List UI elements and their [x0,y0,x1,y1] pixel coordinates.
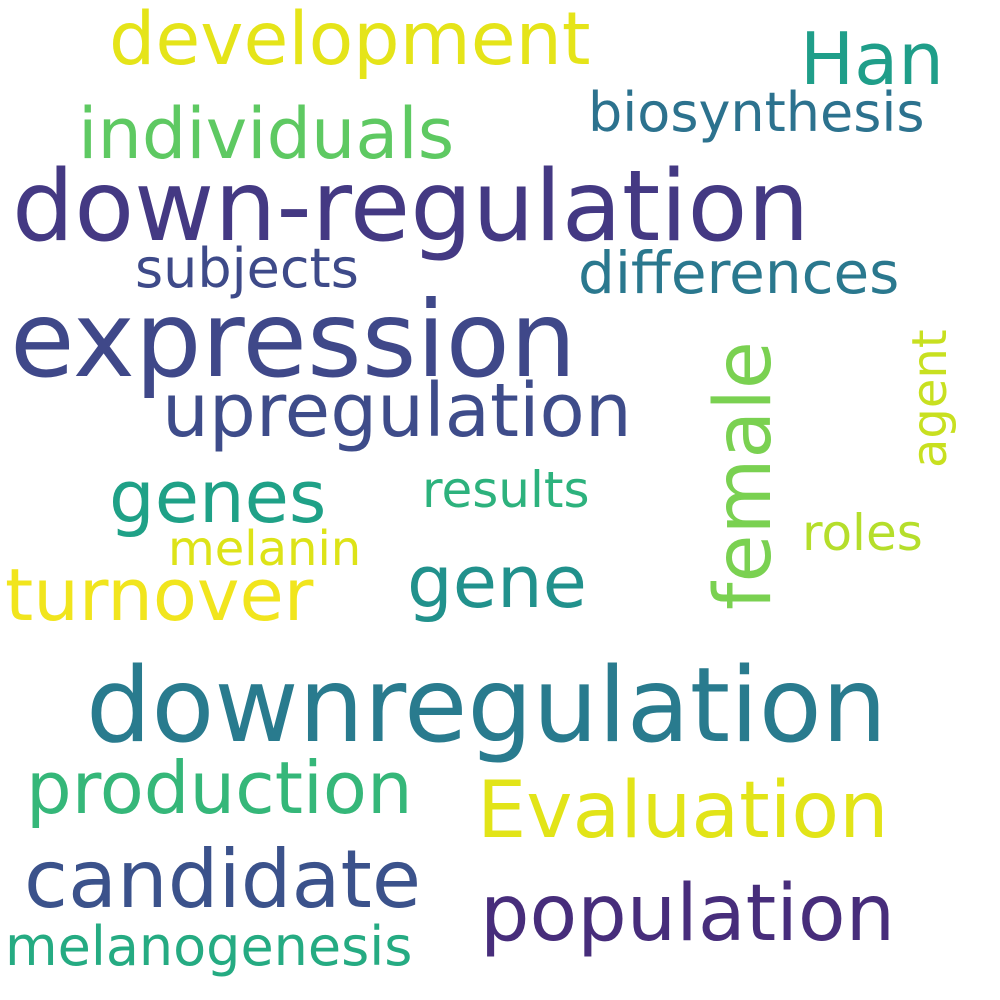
word-individuals: individuals [78,93,455,175]
word-candidate: candidate [24,833,422,926]
word-expression: expression [10,279,577,401]
word-agent: agent [902,329,958,468]
word-han: Han [800,17,944,101]
word-melanogenesis: melanogenesis [5,915,413,978]
word-development: development [109,0,591,82]
word-biosynthesis: biosynthesis [588,81,925,144]
word-evaluation: Evaluation [477,766,889,856]
word-downregulation: downregulation [86,646,888,766]
word-subjects: subjects [135,237,359,300]
word-female: female [699,341,789,610]
word-upregulation: upregulation [162,368,632,454]
word-population: population [480,869,896,959]
word-turnover: turnover [5,553,314,637]
word-genes: genes [109,455,327,539]
word-differences: differences [578,239,900,307]
word-roles: roles [802,504,923,562]
word-down-regulation: down-regulation [12,150,810,264]
word-results: results [422,461,590,519]
word-production: production [26,746,413,830]
word-melanin: melanin [168,521,362,577]
word-gene: gene [407,540,587,624]
